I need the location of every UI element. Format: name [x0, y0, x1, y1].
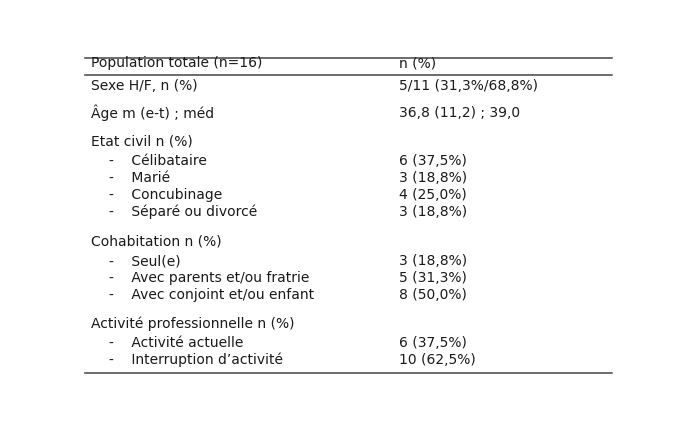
Text: Etat civil n (%): Etat civil n (%) [91, 135, 193, 149]
Text: 5/11 (31,3%/68,8%): 5/11 (31,3%/68,8%) [398, 80, 538, 93]
Text: -    Avec parents et/ou fratrie: - Avec parents et/ou fratrie [109, 271, 309, 285]
Text: 6 (37,5%): 6 (37,5%) [398, 154, 466, 168]
Text: -    Marié: - Marié [109, 171, 170, 185]
Text: -    Seul(e): - Seul(e) [109, 254, 180, 268]
Text: -    Activité actuelle: - Activité actuelle [109, 336, 243, 350]
Text: Cohabitation n (%): Cohabitation n (%) [91, 235, 222, 249]
Text: -    Célibataire: - Célibataire [109, 154, 207, 168]
Text: Sexe H/F, n (%): Sexe H/F, n (%) [91, 80, 198, 93]
Text: 5 (31,3%): 5 (31,3%) [398, 271, 466, 285]
Text: n (%): n (%) [398, 56, 436, 70]
Text: 36,8 (11,2) ; 39,0: 36,8 (11,2) ; 39,0 [398, 106, 520, 120]
Text: 3 (18,8%): 3 (18,8%) [398, 171, 466, 185]
Text: 4 (25,0%): 4 (25,0%) [398, 188, 466, 202]
Text: Âge m (e-t) ; méd: Âge m (e-t) ; méd [91, 105, 214, 121]
Text: Activité professionnelle n (%): Activité professionnelle n (%) [91, 316, 295, 331]
Text: -    Avec conjoint et/ou enfant: - Avec conjoint et/ou enfant [109, 288, 314, 302]
Text: 8 (50,0%): 8 (50,0%) [398, 288, 466, 302]
Text: Population totale (n=16): Population totale (n=16) [91, 56, 262, 70]
Text: 3 (18,8%): 3 (18,8%) [398, 205, 466, 219]
Text: -    Séparé ou divorcé: - Séparé ou divorcé [109, 205, 257, 219]
Text: 3 (18,8%): 3 (18,8%) [398, 254, 466, 268]
Text: 6 (37,5%): 6 (37,5%) [398, 336, 466, 350]
Text: 10 (62,5%): 10 (62,5%) [398, 353, 475, 367]
Text: -    Interruption d’activité: - Interruption d’activité [109, 353, 283, 367]
Text: -    Concubinage: - Concubinage [109, 188, 222, 202]
